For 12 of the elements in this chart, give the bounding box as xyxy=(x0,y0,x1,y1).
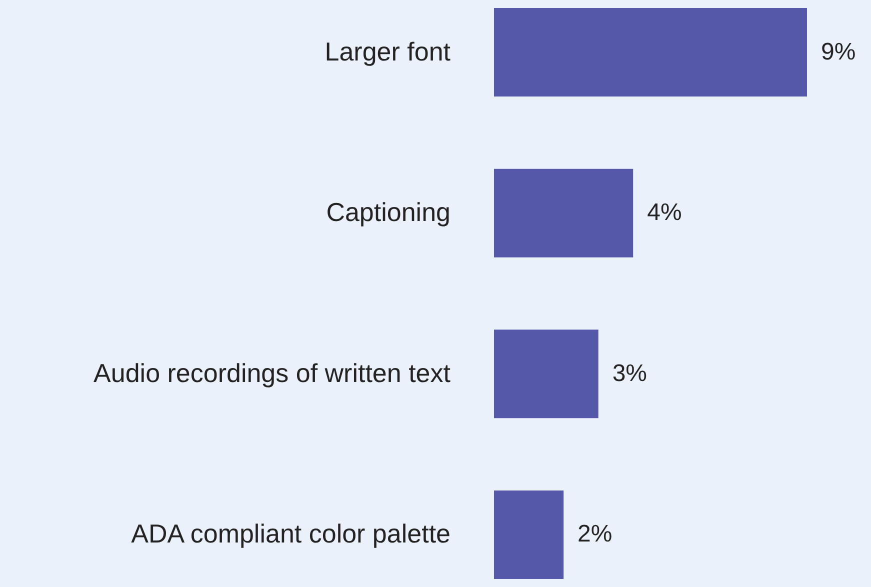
data-label: 3% xyxy=(612,360,648,387)
bar xyxy=(494,330,598,418)
data-label: 9% xyxy=(821,38,856,66)
data-label: 4% xyxy=(647,199,682,226)
y-tick-label: Captioning xyxy=(326,197,450,228)
bar xyxy=(494,8,807,96)
y-tick-label: Audio recordings of written text xyxy=(94,358,452,388)
bar xyxy=(494,490,564,579)
data-label: 2% xyxy=(578,520,612,548)
y-tick-label: Larger font xyxy=(324,36,452,66)
y-tick-label: ADA compliant color palette xyxy=(131,518,450,549)
bar xyxy=(494,168,634,258)
